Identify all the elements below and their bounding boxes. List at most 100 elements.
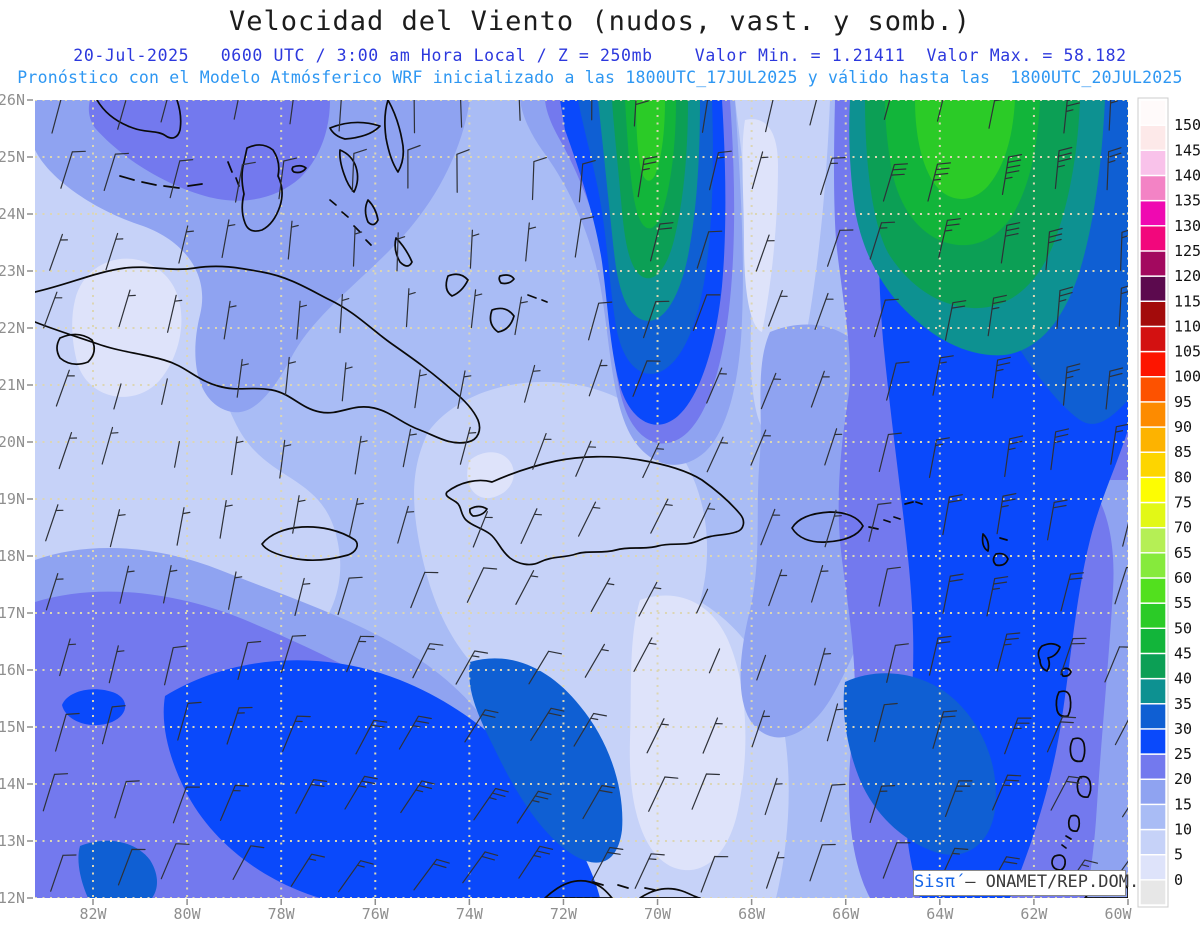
wind-barb <box>873 298 899 338</box>
colorbar-segment <box>1139 652 1167 680</box>
coastline <box>35 265 481 444</box>
wind-barb <box>231 436 244 476</box>
shading-contour <box>742 119 778 332</box>
wind-barb <box>464 709 499 743</box>
wind-barb <box>528 650 562 685</box>
colorbar: 0 5 10 15 20 25 30 35 40 45 50 55 60 65 70 75 80 85 90 95 10… <box>1137 97 1200 908</box>
wind-barb <box>868 502 892 542</box>
wind-barb <box>882 842 911 879</box>
wind-barb <box>163 565 178 604</box>
lat-tick-label: 16N <box>0 661 25 679</box>
wind-barb <box>1063 100 1080 134</box>
wind-barb <box>294 577 311 616</box>
colorbar-tick-label: 125 <box>1174 242 1200 260</box>
colorbar-tick-label: 120 <box>1174 267 1200 285</box>
wind-barb <box>809 843 836 882</box>
wind-barb <box>942 494 963 536</box>
attribution-text: – ONAMET/REP.DOM. <box>954 872 1140 892</box>
colorbar-tick-label: 140 <box>1174 166 1200 184</box>
wind-barb <box>284 356 296 396</box>
lon-tick-label: 70W <box>644 905 672 923</box>
colorbar-segment <box>1139 853 1167 881</box>
wind-barb <box>942 573 964 614</box>
colorbar-segment <box>1139 703 1167 730</box>
wind-barb <box>397 505 415 544</box>
wind-barb <box>824 509 842 548</box>
wind-barb <box>944 300 967 341</box>
wind-barb <box>524 364 541 403</box>
wind-barb <box>1050 775 1083 811</box>
wind-barb <box>355 719 388 755</box>
coastline <box>338 149 359 193</box>
lat-tick-label: 12N <box>0 889 25 907</box>
colorbar-segment <box>1139 627 1167 655</box>
shading-contour <box>843 673 996 855</box>
wind-barb <box>1122 522 1128 547</box>
wind-barb <box>470 289 483 329</box>
wind-barb <box>101 426 119 465</box>
shading-contour <box>629 595 746 871</box>
colorbar-tick-label: 35 <box>1174 695 1192 713</box>
wind-barb <box>1110 423 1128 465</box>
colorbar-tick-label: 15 <box>1174 795 1192 813</box>
wind-barb <box>352 227 363 267</box>
colorbar-segment <box>1139 99 1167 126</box>
lat-tick-label: 18N <box>0 547 25 565</box>
wind-barb <box>219 784 249 821</box>
wind-barb <box>765 100 774 133</box>
colorbar-segment <box>1139 602 1167 629</box>
wind-barb <box>706 367 727 404</box>
colorbar-tick-label: 45 <box>1174 644 1192 662</box>
wind-barb <box>588 301 613 341</box>
lat-tick-label: 14N <box>0 775 25 793</box>
coastline <box>1037 642 1061 672</box>
colorbar-segment <box>1139 275 1167 302</box>
wind-barb <box>532 433 552 470</box>
wind-barb <box>936 100 944 122</box>
wind-barb <box>223 300 237 340</box>
colorbar-segment <box>1139 577 1167 604</box>
wind-barb <box>1114 566 1128 605</box>
wind-barb <box>105 232 124 271</box>
wind-barb <box>405 288 416 328</box>
wind-barb <box>986 576 1009 617</box>
wind-barb <box>700 855 729 893</box>
forecast-model-line: Pronóstico con el Modelo Atmósferico WRF… <box>17 68 1183 87</box>
wind-barb <box>354 435 368 475</box>
wind-barb <box>573 712 607 747</box>
lat-lon-grid <box>35 100 1128 898</box>
coastline <box>445 455 745 566</box>
wind-barb <box>296 300 307 340</box>
wind-barb <box>50 854 77 892</box>
wind-barb <box>520 508 542 544</box>
wind-barb <box>233 100 239 120</box>
lat-tick-label: 21N <box>0 376 25 394</box>
lat-tick-label: 22N <box>0 319 25 337</box>
colorbar-tick-label: 30 <box>1174 720 1192 738</box>
coastline <box>544 879 701 898</box>
wind-barb <box>996 632 1021 672</box>
shading-contour <box>467 452 514 499</box>
wind-barb <box>459 426 477 465</box>
wind-speed-shading <box>35 100 1128 898</box>
wind-barb <box>1114 719 1128 746</box>
wind-barb <box>702 717 723 754</box>
wind-barb <box>768 290 788 327</box>
coastline <box>498 274 515 285</box>
wind-barb <box>160 100 168 123</box>
colorbar-segment <box>1139 426 1167 453</box>
wind-barb <box>927 162 951 202</box>
wind-barb <box>466 567 498 603</box>
lon-tick-label: 72W <box>550 905 578 923</box>
wind-barb <box>996 493 1017 535</box>
colorbar-tick-label: 10 <box>1174 821 1192 839</box>
wind-barb <box>882 163 908 202</box>
wind-barb <box>101 705 126 745</box>
wind-barb <box>400 780 436 814</box>
wind-barb <box>1047 499 1068 541</box>
lat-tick-label: 19N <box>0 490 25 508</box>
wind-barb <box>282 715 311 752</box>
colorbar-segment <box>1139 526 1167 554</box>
wind-barb <box>886 361 910 401</box>
